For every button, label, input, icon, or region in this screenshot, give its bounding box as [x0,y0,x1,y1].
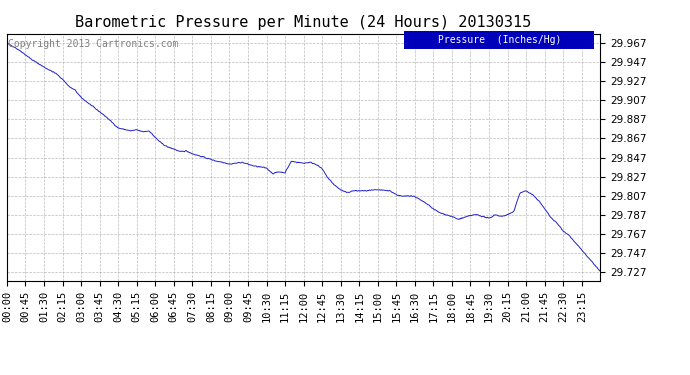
Text: Copyright 2013 Cartronics.com: Copyright 2013 Cartronics.com [8,39,179,49]
Title: Barometric Pressure per Minute (24 Hours) 20130315: Barometric Pressure per Minute (24 Hours… [75,15,532,30]
